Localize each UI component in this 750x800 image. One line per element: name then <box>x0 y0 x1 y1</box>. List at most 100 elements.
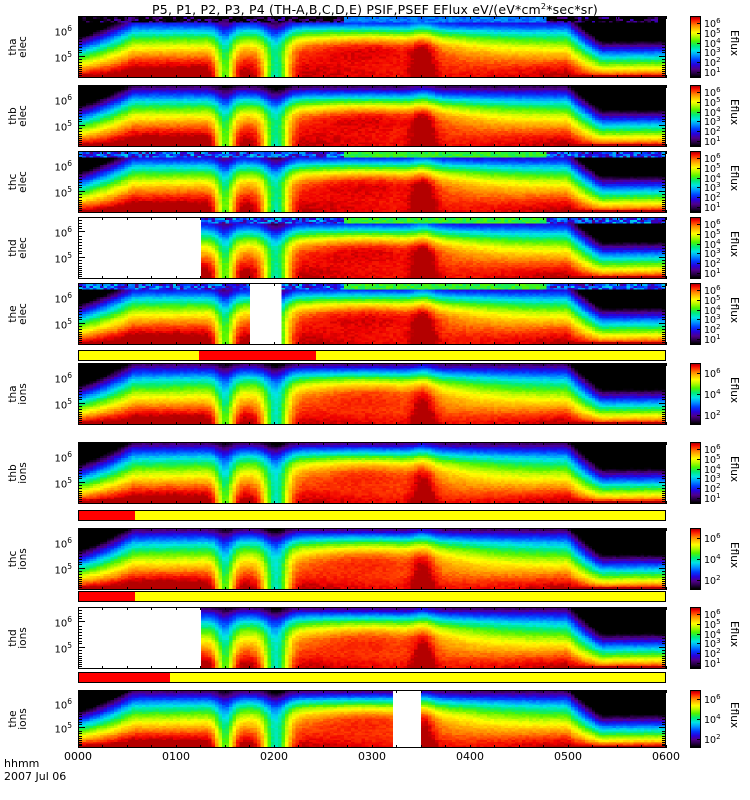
x-minor-tick <box>420 501 422 504</box>
x-minor-tick <box>567 528 569 531</box>
x-minor-tick <box>469 501 471 504</box>
x-minor-tick <box>641 442 642 445</box>
y-minor-tick <box>78 625 82 627</box>
x-minor-tick <box>592 501 593 504</box>
state-bar-2 <box>78 510 666 521</box>
colorbar-tick-tha-ions-2: 102 <box>704 408 721 423</box>
y-minor-tick <box>78 67 82 69</box>
colorbar-tick-thc-elec-4: 104 <box>704 171 721 185</box>
x-minor-tick <box>347 442 348 445</box>
y-minor-tick <box>662 574 666 576</box>
y-axis-label-line2-thd-ions: ions <box>17 627 29 649</box>
y-minor-tick <box>662 340 666 342</box>
x-minor-tick <box>445 607 446 610</box>
x-minor-tick <box>249 422 250 425</box>
y-tick-label-the-elec-6: 106 <box>54 290 72 305</box>
x-minor-tick <box>396 283 397 286</box>
y-minor-tick <box>78 253 82 255</box>
y-major-tick <box>659 702 666 704</box>
y-major-tick <box>78 55 85 57</box>
x-minor-tick <box>175 217 177 220</box>
x-minor-tick <box>298 210 299 213</box>
y-minor-tick <box>662 546 666 548</box>
x-minor-tick <box>102 422 103 425</box>
y-minor-tick <box>662 286 666 288</box>
x-minor-tick <box>273 422 275 425</box>
x-minor-tick <box>518 283 520 286</box>
x-minor-tick <box>102 442 103 445</box>
colorbar-tick-thc-elec-3: 103 <box>704 181 721 195</box>
y-major-tick <box>659 256 666 258</box>
x-minor-tick <box>371 283 373 286</box>
spectrogram-image-tha-ions <box>79 364 665 424</box>
x-minor-tick <box>641 217 642 220</box>
y-minor-tick <box>78 488 82 490</box>
x-minor-tick <box>77 16 79 19</box>
x-minor-tick <box>445 283 446 286</box>
x-minor-tick <box>469 690 471 693</box>
x-minor-tick <box>224 442 226 445</box>
state-bar-4-segment <box>79 673 170 682</box>
x-minor-tick <box>567 501 569 504</box>
colorbar-tick-thd-ions-2: 102 <box>704 646 721 661</box>
y-minor-tick <box>78 187 82 189</box>
y-minor-tick <box>78 184 82 186</box>
y-minor-tick <box>662 713 666 715</box>
x-minor-tick <box>77 85 79 88</box>
y-minor-tick <box>78 583 82 585</box>
x-minor-tick <box>77 276 79 279</box>
y-tick-label-the-elec-5: 105 <box>54 316 72 331</box>
colorbar-tickmark <box>697 233 701 235</box>
y-minor-tick <box>662 223 666 225</box>
x-minor-tick <box>224 283 226 286</box>
colorbar-tick-the-elec-1: 101 <box>704 332 721 346</box>
y-minor-tick <box>662 253 666 255</box>
x-minor-tick <box>102 210 103 213</box>
x-minor-tick <box>420 217 422 220</box>
x-minor-tick <box>567 745 569 748</box>
x-minor-tick <box>567 342 569 345</box>
colorbar-tickmark <box>697 497 701 499</box>
colorbar-tickmark <box>697 290 701 292</box>
y-axis-label-tha-ions: tha ions <box>0 383 38 404</box>
y-minor-tick <box>78 467 82 469</box>
x-minor-tick <box>665 745 667 748</box>
y-minor-tick <box>78 493 82 495</box>
x-minor-tick <box>347 85 348 88</box>
y-minor-tick <box>662 707 666 709</box>
y-major-tick <box>659 190 666 192</box>
x-minor-tick <box>200 422 201 425</box>
x-minor-tick <box>102 342 103 345</box>
y-minor-tick <box>78 579 82 581</box>
colorbar-tickmark <box>697 478 701 480</box>
x-minor-tick <box>175 342 177 345</box>
y-minor-tick <box>662 536 666 538</box>
y-tick-label-the-ions-5: 105 <box>54 721 72 736</box>
y-minor-tick <box>662 464 666 465</box>
y-minor-tick <box>662 239 666 240</box>
y-minor-tick <box>662 27 666 29</box>
y-minor-tick <box>662 138 666 140</box>
x-minor-tick <box>273 283 275 286</box>
colorbar-tickmark <box>697 338 701 340</box>
colorbar-tick-thc-elec-6: 106 <box>704 152 721 166</box>
y-axis-label-the-ions: the ions <box>0 708 38 729</box>
y-minor-tick <box>662 556 666 558</box>
x-minor-tick <box>200 666 201 669</box>
y-minor-tick <box>78 274 82 276</box>
y-minor-tick <box>662 501 666 503</box>
y-minor-tick <box>662 534 666 536</box>
x-minor-tick <box>445 745 446 748</box>
y-tick-label-thd-ions-6: 106 <box>54 614 72 629</box>
y-minor-tick <box>78 470 82 472</box>
y-minor-tick <box>662 268 666 270</box>
spectrogram-image-the-ions <box>79 691 665 747</box>
x-minor-tick <box>567 283 569 286</box>
x-minor-tick <box>518 75 520 78</box>
x-minor-tick <box>273 501 275 504</box>
colorbar-tickmark <box>697 262 701 264</box>
x-minor-tick <box>126 75 128 78</box>
spectrogram-panel-thb-elec <box>78 85 666 147</box>
x-minor-tick <box>224 501 226 504</box>
y-minor-tick <box>78 199 82 201</box>
